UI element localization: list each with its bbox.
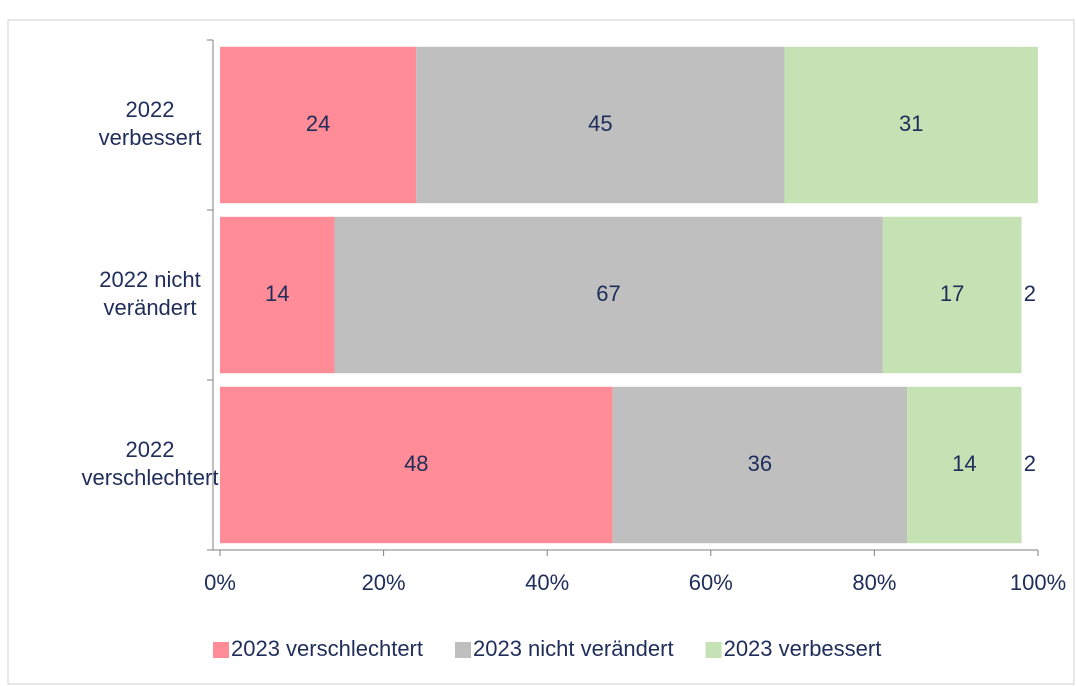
category-label: 2022 verbessert (99, 97, 202, 150)
bar-segment (220, 46, 417, 204)
chart-border (7, 19, 1075, 685)
category-label: 2022 verschlechtert (82, 437, 219, 490)
legend-swatch (213, 642, 229, 658)
bar-segment (907, 386, 1022, 544)
bar-segment (220, 386, 613, 544)
x-tick-label: 40% (525, 570, 569, 595)
bar-segment (882, 216, 1022, 374)
data-label: 48 (404, 451, 428, 476)
bar-segment (784, 46, 1038, 204)
x-tick-label: 80% (852, 570, 896, 595)
data-label: 45 (588, 111, 612, 136)
bar-segment (334, 216, 883, 374)
x-tick-label: 60% (689, 570, 733, 595)
data-label: 24 (306, 111, 330, 136)
bar-segment (1021, 386, 1038, 544)
data-label: 2 (1024, 451, 1036, 476)
bar-segment (220, 216, 335, 374)
legend-swatch (705, 642, 722, 658)
category-label: 2022 nicht verändert (99, 267, 201, 320)
bar-segment (1021, 216, 1038, 374)
legend-label: 2023 nicht verändert (473, 636, 674, 661)
legend-swatch (455, 642, 471, 658)
x-tick-label: 20% (362, 570, 406, 595)
data-label: 17 (940, 281, 964, 306)
bar-segment (416, 46, 785, 204)
data-label: 14 (265, 281, 289, 306)
x-tick-label: 0% (204, 570, 236, 595)
data-label: 31 (899, 111, 923, 136)
x-tick-label: 100% (1010, 570, 1066, 595)
data-label: 14 (952, 451, 976, 476)
data-label: 36 (748, 451, 772, 476)
legend-label: 2023 verschlechtert (231, 636, 423, 661)
data-label: 67 (596, 281, 620, 306)
legend-label: 2023 verbessert (724, 636, 882, 661)
bar-segment (612, 386, 908, 544)
data-label: 2 (1024, 281, 1036, 306)
